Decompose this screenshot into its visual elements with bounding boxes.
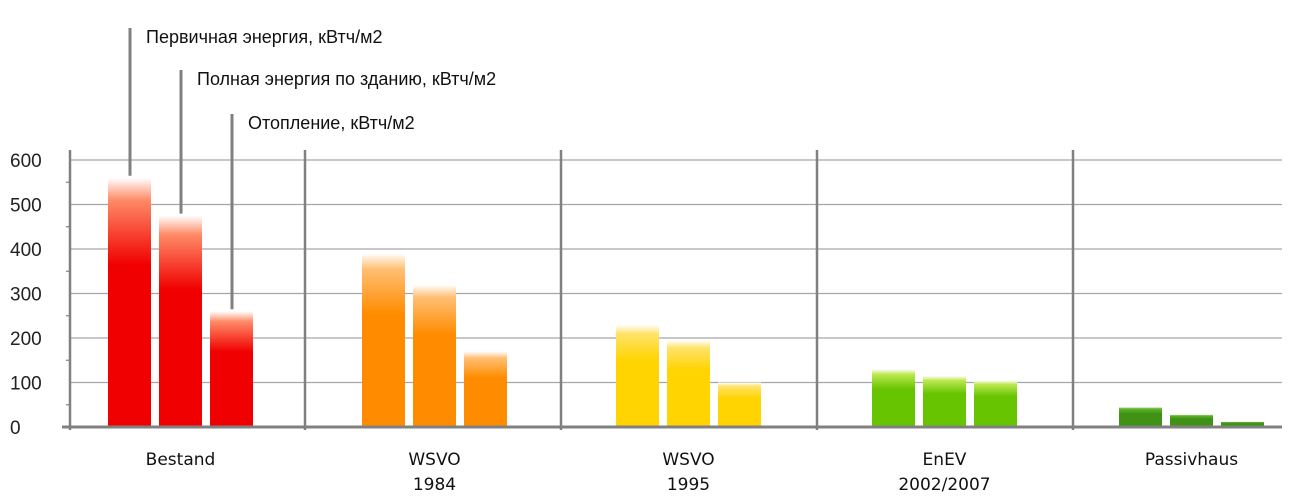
bar xyxy=(667,340,710,427)
bar xyxy=(464,351,507,427)
category-label: 2002/2007 xyxy=(898,475,990,495)
y-tick-label: 100 xyxy=(10,374,42,395)
category-label: WSVO xyxy=(662,450,714,470)
y-tick-label: 200 xyxy=(10,329,42,350)
bar xyxy=(616,324,659,427)
category-label: EnEV xyxy=(923,450,967,470)
category-label: 1984 xyxy=(413,475,456,495)
legend-label: Полная энергия по зданию, кВтч/м2 xyxy=(197,69,496,89)
y-tick-label: 400 xyxy=(10,240,42,261)
legend-label: Первичная энергия, кВтч/м2 xyxy=(146,27,382,47)
bar xyxy=(362,253,405,427)
legend-label: Отопление, кВтч/м2 xyxy=(248,113,415,133)
y-tick-label: 300 xyxy=(10,285,42,306)
bar xyxy=(872,369,915,427)
bar xyxy=(159,215,202,427)
category-label: 1995 xyxy=(667,475,710,495)
bar xyxy=(413,284,456,427)
bar xyxy=(923,375,966,427)
category-label: Bestand xyxy=(146,450,216,470)
category-label: WSVO xyxy=(408,450,460,470)
category-label: Passivhaus xyxy=(1145,450,1238,470)
y-tick-label: 600 xyxy=(10,151,42,172)
bar xyxy=(210,311,253,427)
bar xyxy=(974,380,1017,427)
bar xyxy=(718,382,761,427)
bar xyxy=(1170,414,1213,427)
y-tick-label: 500 xyxy=(10,196,42,217)
bar xyxy=(108,177,151,427)
bar xyxy=(1221,421,1264,427)
bar xyxy=(1119,406,1162,427)
y-tick-label: 0 xyxy=(10,418,21,439)
